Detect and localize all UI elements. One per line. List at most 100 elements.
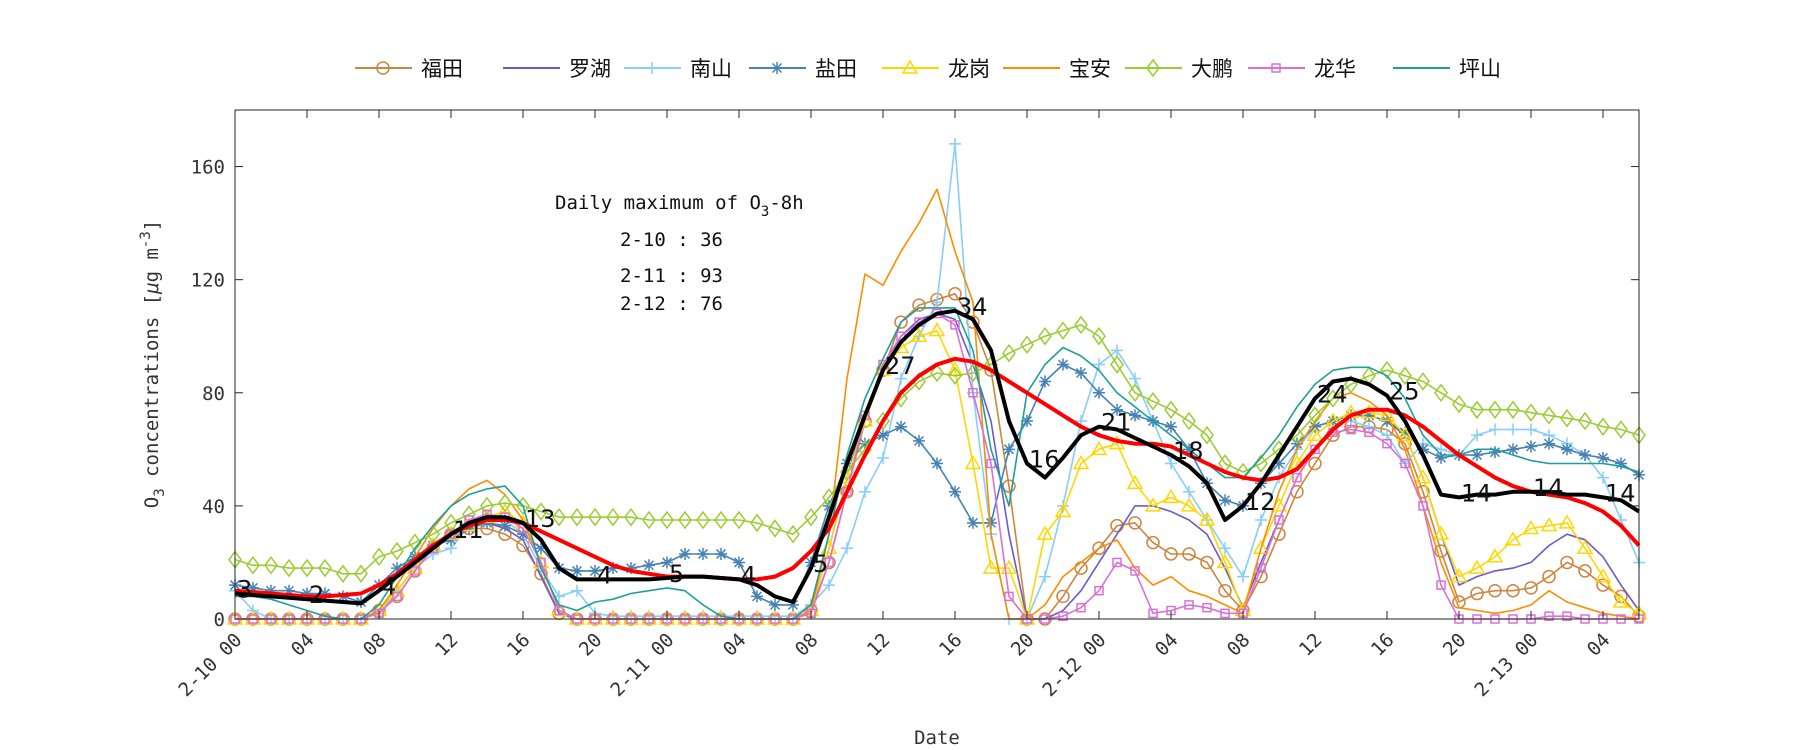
data-point xyxy=(1273,457,1285,470)
data-point xyxy=(1202,602,1212,613)
data-point xyxy=(1544,611,1554,621)
point-label: 14 xyxy=(1533,474,1564,502)
data-point xyxy=(246,556,260,575)
point-label: 14 xyxy=(1461,479,1492,507)
data-point xyxy=(1558,514,1576,529)
data-point xyxy=(607,562,619,575)
data-point xyxy=(1219,542,1231,555)
data-point xyxy=(1004,591,1014,602)
point-label: 4 xyxy=(381,573,396,601)
data-point xyxy=(1486,548,1504,563)
data-point xyxy=(877,429,889,442)
data-point xyxy=(264,556,278,575)
data-point xyxy=(1470,586,1484,601)
data-point xyxy=(768,519,782,538)
data-point xyxy=(1076,602,1086,613)
data-point xyxy=(1578,411,1592,431)
data-point xyxy=(1218,583,1232,598)
data-point xyxy=(1126,474,1144,490)
data-point xyxy=(1543,437,1555,450)
point-label: 4 xyxy=(741,561,756,589)
x-tick-label: 04 xyxy=(1151,629,1183,661)
point-label: 24 xyxy=(1317,380,1348,408)
x-tick-label: 16 xyxy=(1367,629,1399,661)
data-point xyxy=(1398,366,1412,386)
data-point xyxy=(1396,426,1414,441)
data-point xyxy=(786,524,800,544)
data-point xyxy=(300,558,314,578)
data-point xyxy=(1129,409,1141,422)
data-point xyxy=(282,558,296,578)
legend-marker xyxy=(901,59,919,74)
data-point xyxy=(535,542,547,555)
series-line xyxy=(234,356,1641,599)
data-point xyxy=(1002,343,1016,363)
y-axis-label: O3 concentrations [μg m-3] xyxy=(138,220,168,508)
data-point xyxy=(859,485,871,498)
point-label: 12 xyxy=(1245,488,1276,516)
data-point xyxy=(1326,389,1340,408)
data-point xyxy=(1308,406,1322,425)
data-point xyxy=(571,564,583,577)
data-point xyxy=(1597,471,1609,484)
legend: 福田 罗湖 南山 盐田 龙岗 宝安 大鹏 龙华 坪山 xyxy=(355,57,1501,81)
data-point xyxy=(823,579,835,592)
data-point xyxy=(570,507,584,527)
point-label: 5 xyxy=(813,550,828,578)
data-point xyxy=(1020,335,1034,354)
data-point xyxy=(1540,517,1558,532)
data-point xyxy=(1310,444,1320,455)
x-tick-label: 16 xyxy=(935,629,967,661)
point-label: 21 xyxy=(1101,409,1132,437)
data-point xyxy=(336,564,350,584)
data-point xyxy=(1200,425,1214,445)
data-point xyxy=(1382,438,1392,449)
data-point xyxy=(1399,426,1411,439)
data-point xyxy=(1612,593,1630,608)
data-point xyxy=(1111,403,1123,416)
data-point xyxy=(931,296,943,309)
data-point xyxy=(1470,400,1484,419)
data-point xyxy=(588,507,602,527)
legend-marker xyxy=(771,62,783,74)
data-point xyxy=(1057,358,1069,371)
data-point xyxy=(552,507,566,527)
data-point xyxy=(678,510,692,530)
data-point xyxy=(554,605,564,616)
data-point xyxy=(1255,514,1267,527)
legend-label: 龙岗 xyxy=(948,57,990,81)
data-point xyxy=(1256,563,1266,573)
data-point xyxy=(1039,570,1051,583)
data-point xyxy=(1128,383,1142,403)
data-point xyxy=(1092,541,1106,556)
x-tick-label: 08 xyxy=(359,629,391,661)
data-point xyxy=(1436,580,1446,590)
data-point xyxy=(733,556,745,569)
data-point xyxy=(1507,443,1519,456)
data-point xyxy=(964,454,982,470)
data-point xyxy=(769,598,781,611)
y-tick-label: 80 xyxy=(202,383,225,405)
data-point xyxy=(499,519,511,532)
data-point xyxy=(714,510,728,530)
legend-label: 龙华 xyxy=(1314,57,1356,81)
legend-marker xyxy=(1271,63,1281,73)
series-line xyxy=(234,324,1640,575)
data-point xyxy=(1434,383,1448,403)
data-point xyxy=(949,137,961,150)
data-point xyxy=(1182,411,1196,431)
legend-label: 罗湖 xyxy=(569,57,611,81)
data-point xyxy=(1112,557,1122,568)
legend-item: 盐田 xyxy=(749,57,857,81)
data-point xyxy=(283,584,295,597)
data-point xyxy=(1576,539,1594,555)
point-label: 3 xyxy=(237,576,252,604)
data-point xyxy=(1400,458,1410,469)
legend-label: 南山 xyxy=(690,57,732,81)
data-point xyxy=(895,372,907,385)
x-tick-label: 08 xyxy=(791,629,823,661)
data-point xyxy=(1165,457,1177,470)
data-point xyxy=(948,287,962,301)
data-point xyxy=(1036,525,1054,540)
data-point xyxy=(1292,472,1302,483)
